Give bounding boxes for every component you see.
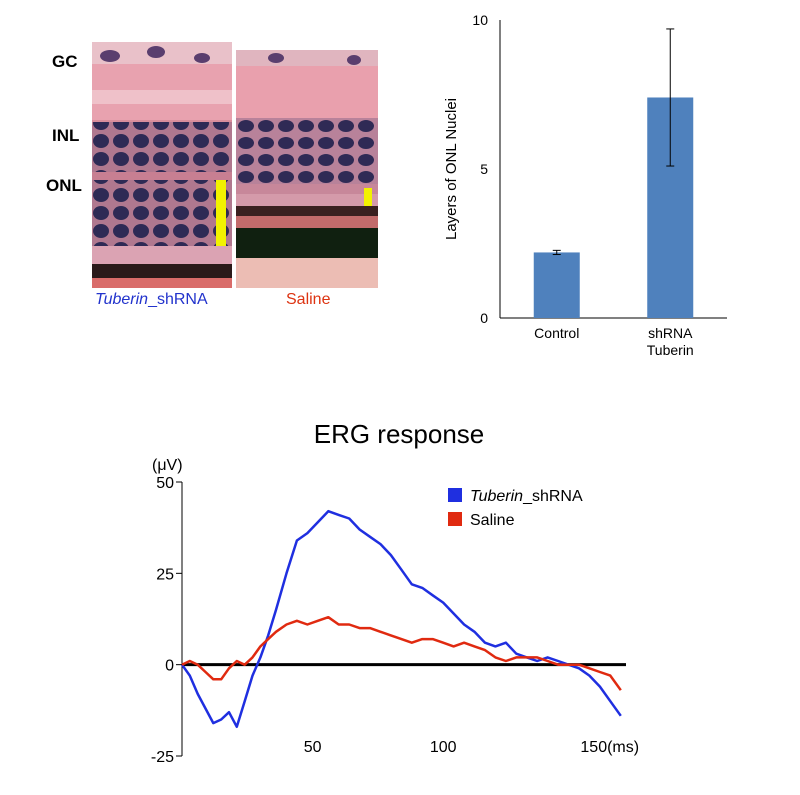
bar-y-tick-label: 10: [472, 12, 488, 28]
bar-y-tick-label: 5: [480, 161, 488, 177]
bar-x-tick-label: Tuberin: [647, 342, 694, 358]
erg-x-tick-label: 100: [430, 739, 457, 756]
erg-y-tick-label: -25: [151, 749, 174, 766]
legend-label-rest: Saline: [470, 512, 515, 529]
legend-swatch-saline: [448, 512, 462, 526]
erg-y-unit-label: (μV): [152, 457, 183, 474]
tuberin-onl-scale-bar: [216, 180, 226, 246]
bar-x-tick-label: shRNA: [648, 325, 693, 341]
legend-label-italic: Tuberin: [470, 488, 523, 505]
erg-y-tick-label: 50: [156, 475, 174, 492]
bar-x-tick-label: Control: [534, 325, 579, 341]
legend-swatch-tuberin-shrna: [448, 488, 462, 502]
legend-label-saline: Saline: [470, 512, 515, 529]
erg-chart-title: ERG response: [314, 419, 485, 449]
tuberin-caption: Tuberin_shRNA: [95, 291, 208, 309]
saline-histology-image: [236, 50, 378, 288]
onl-label: ONL: [46, 176, 82, 195]
gc-label: GC: [52, 52, 78, 71]
legend-label-rest: _shRNA: [522, 488, 583, 505]
erg-series-line-saline: [181, 615, 622, 691]
erg-y-tick-label: 0: [165, 658, 174, 675]
inl-label: INL: [52, 126, 80, 145]
onl-layers-bar-chart: 0 5 10 Layers of ONL Nuclei Control shRNATube…: [443, 12, 727, 358]
saline-onl-scale-bar: [364, 188, 372, 206]
erg-x-tick-label: 50: [304, 739, 322, 756]
tuberin-caption-rest: _shRNA: [148, 291, 208, 308]
tuberin-histology-image: [92, 42, 232, 288]
bar-control: [533, 252, 580, 318]
tuberin-caption-italic: Tuberin: [95, 291, 149, 308]
bar-y-tick-label: 0: [480, 310, 488, 326]
saline-caption: Saline: [286, 291, 331, 308]
erg-x-tick-label: 150(ms): [580, 739, 639, 756]
erg-series-line-tuberin-shrna: [180, 509, 622, 729]
bar-y-axis-title: Layers of ONL Nuclei: [443, 98, 460, 240]
erg-y-tick-label: 25: [156, 566, 174, 583]
legend-label-tuberin-shrna: Tuberin_shRNA: [470, 488, 583, 505]
